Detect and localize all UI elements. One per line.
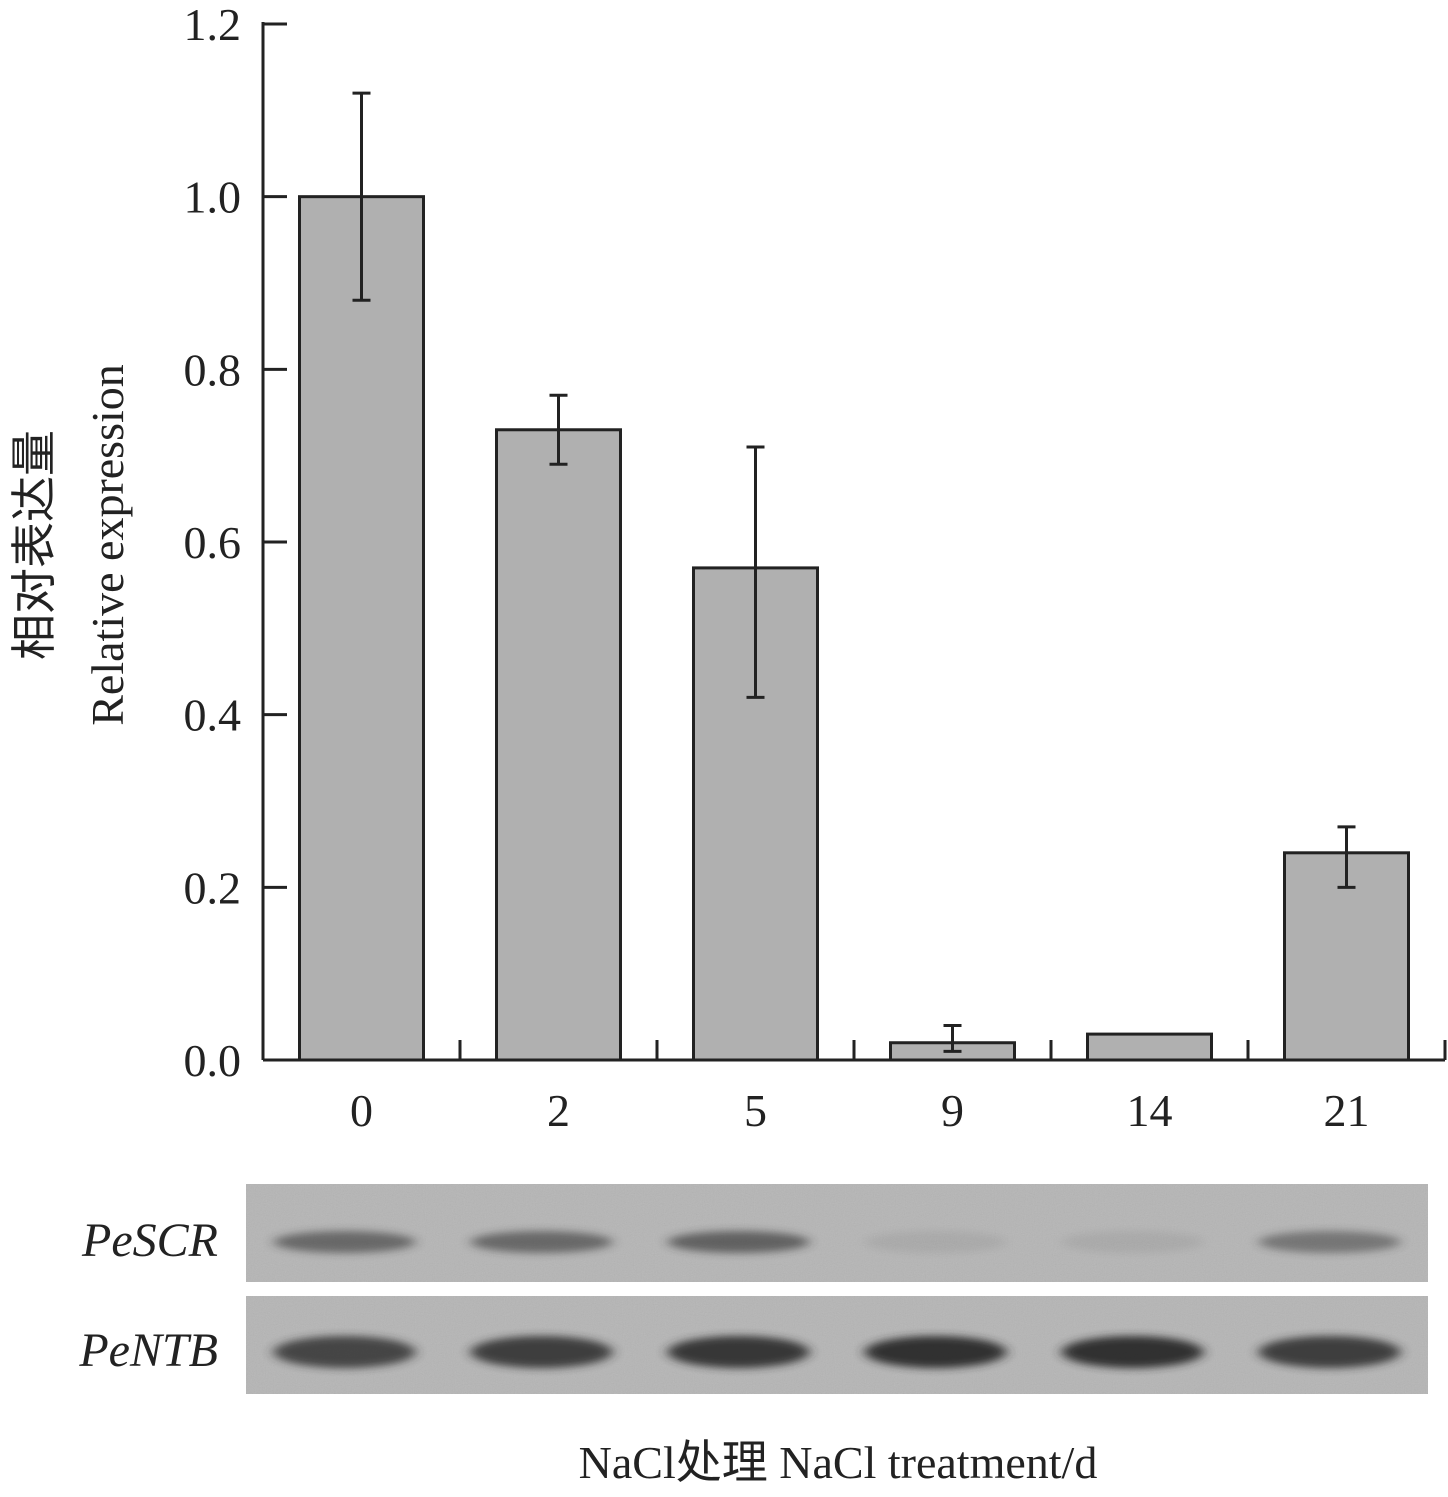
- gel-band: [1258, 1231, 1401, 1253]
- x-tick-label: 14: [1127, 1085, 1173, 1136]
- x-tick-label: 5: [744, 1085, 767, 1136]
- gel-row-label: PeSCR: [81, 1214, 218, 1267]
- bar-2: [495, 428, 622, 1062]
- y-tick-label: 0.8: [184, 344, 242, 395]
- gel-band: [1061, 1231, 1204, 1253]
- gel-band: [273, 1336, 416, 1368]
- y-tick-label: 0.0: [184, 1035, 242, 1086]
- gel-band: [667, 1336, 810, 1368]
- y-axis-title-cn: 相对表达量: [9, 430, 60, 660]
- error-bar-0: [352, 91, 371, 302]
- bar-series: [298, 195, 1410, 1062]
- x-tick-label: 9: [941, 1085, 964, 1136]
- gel-texture: [246, 1184, 1428, 1282]
- y-tick-label: 1.2: [184, 0, 242, 50]
- y-tick-label: 0.2: [184, 862, 242, 913]
- x-tick-label: 21: [1324, 1085, 1370, 1136]
- bar-chart: 0.0 0.2 0.4 0.6 0.8 1.0 1.2 0 2 5 9 14 21: [184, 0, 1447, 1136]
- bar-0: [298, 195, 425, 1062]
- gel-band: [864, 1336, 1007, 1368]
- gel-band: [273, 1231, 416, 1253]
- error-bar-2: [549, 393, 568, 466]
- x-tick-label: 0: [350, 1085, 373, 1136]
- gel-band: [470, 1231, 613, 1253]
- error-bar-9: [943, 1023, 962, 1053]
- x-tick-labels: 0 2 5 9 14 21: [350, 1085, 1370, 1136]
- error-bars: [352, 91, 1356, 1053]
- y-tick-label: 0.6: [184, 517, 242, 568]
- gel-texture: [246, 1296, 1428, 1394]
- y-axis-title-en: Relative expression: [82, 364, 133, 726]
- gel-band: [864, 1231, 1007, 1253]
- gel-row-PeNTB: PeNTB: [78, 1296, 1428, 1394]
- gel-band: [1258, 1336, 1401, 1368]
- gel-panel: PeSCR PeNTB: [78, 1184, 1428, 1394]
- gel-band: [667, 1231, 810, 1253]
- gel-row-PeSCR: PeSCR: [81, 1184, 1428, 1282]
- axes: [261, 22, 1447, 1062]
- bar-14: [1086, 1032, 1213, 1062]
- y-tick-label: 0.4: [184, 690, 242, 741]
- y-tick-label: 1.0: [184, 172, 242, 223]
- y-tick-labels: 0.0 0.2 0.4 0.6 0.8 1.0 1.2: [184, 0, 242, 1086]
- error-bar-21: [1337, 825, 1356, 889]
- x-axis-title: NaCl处理 NaCl treatment/d: [579, 1437, 1098, 1488]
- gel-band: [470, 1336, 613, 1368]
- gel-band: [1061, 1336, 1204, 1368]
- gel-row-label: PeNTB: [78, 1324, 218, 1377]
- x-tick-label: 2: [547, 1085, 570, 1136]
- error-bar-5: [746, 445, 765, 699]
